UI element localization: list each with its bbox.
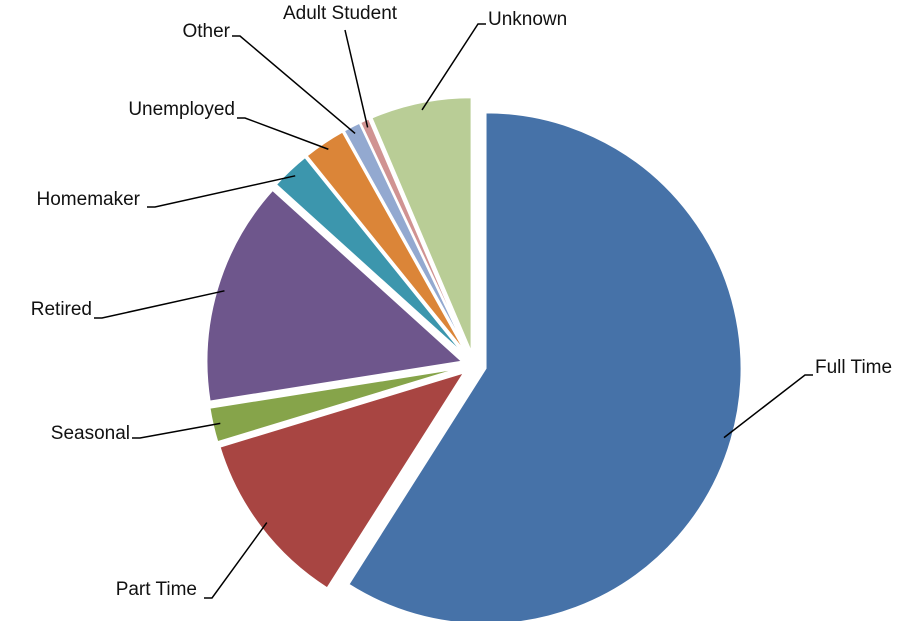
slice-label: Homemaker xyxy=(37,189,141,210)
pie-slice xyxy=(305,130,469,356)
leader-line xyxy=(723,374,813,439)
slice-label: Retired xyxy=(31,299,92,320)
leader-line xyxy=(237,117,329,150)
slice-label: Other xyxy=(182,21,230,42)
slice-label: Seasonal xyxy=(51,423,130,444)
leader-line xyxy=(132,422,221,439)
leader-line xyxy=(421,23,486,111)
slice-label: Unknown xyxy=(488,9,567,30)
slice-label: Adult Student xyxy=(283,3,398,24)
slice-label: Unemployed xyxy=(128,99,235,120)
pie-slice xyxy=(358,117,471,355)
leader-line xyxy=(147,175,296,208)
pie-slice xyxy=(274,155,467,358)
pie-slice xyxy=(346,111,743,621)
pie-slice xyxy=(205,188,465,403)
leader-line xyxy=(94,290,225,319)
pie-slice xyxy=(218,370,467,590)
slice-label: Part Time xyxy=(116,579,197,600)
leader-line xyxy=(344,29,369,128)
pie-slice xyxy=(370,96,473,354)
slice-label: Full Time xyxy=(815,357,892,378)
leader-line xyxy=(232,35,356,134)
leader-line xyxy=(204,522,268,599)
